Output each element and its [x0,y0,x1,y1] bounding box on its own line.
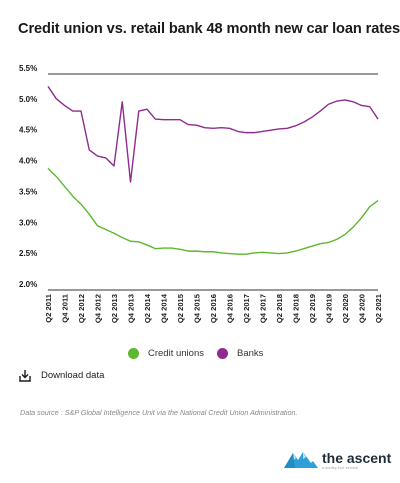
x-tick-label: Q2 2019 [308,294,317,323]
x-axis: Q2 2011 Q4 2011 Q2 2012 Q4 2012 Q2 2013 Q4 20… [44,293,383,323]
logo-tagline: a motley fool service [322,466,359,470]
y-axis: 5.5% 5.0% 4.5% 4.0% 3.5% 3.0% 2.5% 2.0% [19,64,37,289]
banks-swatch [217,348,228,359]
x-tick-label: Q2 2013 [110,294,119,323]
legend: Credit unions Banks [0,348,400,364]
download-data-button[interactable]: Download data [19,369,104,382]
data-source-note: Data source : S&P Global Intelligence Un… [20,408,298,417]
y-tick-label: 2.0% [19,280,37,289]
the-ascent-logo: the ascent a motley fool service [284,449,391,470]
legend-item-credit-unions[interactable]: Credit unions [128,348,204,359]
x-tick-label: Q4 2011 [61,293,70,322]
x-tick-label: Q4 2020 [358,294,367,323]
x-tick-label: Q2 2017 [242,294,251,323]
chart-title: Credit union vs. retail bank 48 month ne… [18,21,400,37]
x-tick-label: Q4 2012 [94,294,103,323]
x-tick-label: Q4 2018 [292,294,301,323]
mountain-logo-icon [284,452,318,468]
legend-item-banks[interactable]: Banks [217,348,263,359]
y-tick-label: 3.0% [19,218,37,227]
line-chart: 5.5% 5.0% 4.5% 4.0% 3.5% 3.0% 2.5% 2.0% Q2 2011… [19,64,383,323]
logo-text: the ascent [322,450,392,466]
banks-line [47,85,379,183]
x-tick-label: Q4 2013 [127,294,136,323]
download-data-label: Download data [41,370,105,381]
credit-unions-line [47,167,379,255]
x-tick-label: Q4 2017 [259,294,268,323]
y-tick-label: 3.5% [19,187,37,196]
x-tick-label: Q2 2018 [275,294,284,323]
download-icon [19,370,31,382]
legend-label-banks: Banks [237,348,264,359]
x-tick-label: Q4 2014 [160,293,169,323]
x-tick-label: Q2 2016 [209,294,218,323]
y-tick-label: 4.5% [19,126,37,135]
credit-unions-swatch [128,348,139,359]
x-tick-label: Q2 2015 [176,293,185,323]
series-lines [47,85,379,255]
x-tick-label: Q4 2019 [325,294,334,323]
x-tick-label: Q2 2020 [341,294,350,323]
axis-lines [48,73,378,291]
x-tick-label: Q2 2012 [77,294,86,323]
x-tick-label: Q2 2021 [374,293,383,323]
y-tick-label: 4.0% [19,157,37,166]
x-tick-label: Q2 2014 [143,293,152,323]
x-tick-label: Q4 2015 [193,293,202,323]
y-tick-label: 5.0% [19,95,37,104]
legend-label-credit-unions: Credit unions [148,348,204,359]
y-tick-label: 2.5% [19,249,37,258]
x-tick-label: Q2 2011 [44,293,53,322]
x-tick-label: Q4 2016 [226,294,235,323]
y-tick-label: 5.5% [19,64,37,73]
